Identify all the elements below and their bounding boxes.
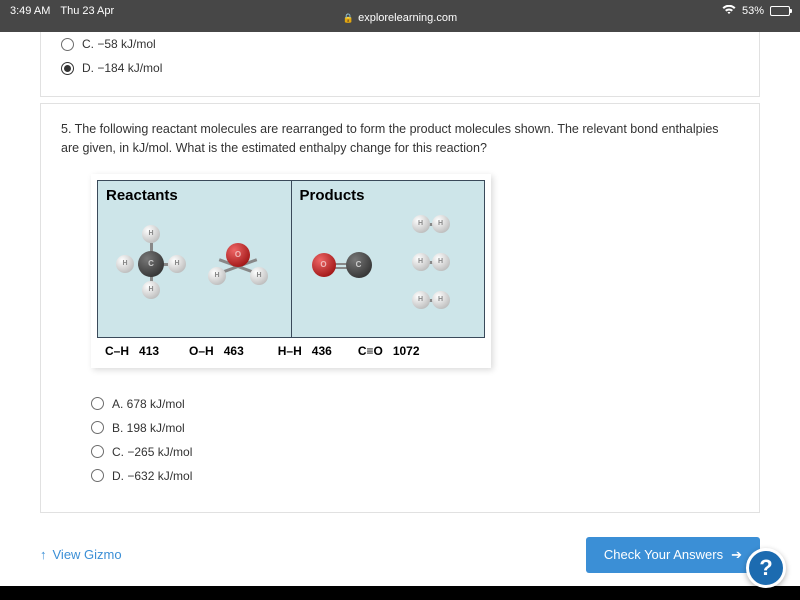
q5-choice-a[interactable]: A. 678 kJ/mol — [91, 392, 739, 416]
status-date: Thu 23 Apr — [60, 5, 114, 17]
radio-checked-icon — [61, 62, 74, 75]
choice-label: D. −632 kJ/mol — [112, 469, 192, 483]
radio-unchecked-icon — [91, 445, 104, 458]
choice-label: D. −184 kJ/mol — [82, 61, 162, 75]
check-answers-button[interactable]: Check Your Answers ➔ — [586, 537, 760, 573]
page-footer-strip — [0, 586, 800, 600]
q4-choice-c[interactable]: C. −58 kJ/mol — [61, 32, 739, 56]
arrow-up-icon: ↑ — [40, 547, 47, 562]
help-icon: ? — [759, 555, 772, 581]
bond-enthalpy-row: C–H 413 O–H 463 H–H 436 C≡O 1072 — [97, 338, 485, 362]
bond-hh-value: 436 — [312, 344, 332, 358]
bond-oh-label: O–H — [189, 344, 214, 358]
wifi-icon — [722, 5, 736, 18]
view-gizmo-label: View Gizmo — [53, 547, 122, 562]
arrow-right-icon: ➔ — [731, 547, 742, 563]
reactants-title: Reactants — [106, 187, 283, 204]
footer-row: ↑ View Gizmo Check Your Answers ➔ — [40, 519, 760, 573]
q5-choices: A. 678 kJ/mol B. 198 kJ/mol C. −265 kJ/m… — [61, 372, 739, 496]
url-bar[interactable]: 🔒 explorelearning.com — [343, 12, 457, 24]
bond-co-value: 1072 — [393, 344, 420, 358]
bond-ch-label: C–H — [105, 344, 129, 358]
bond-co-label: C≡O — [358, 344, 383, 358]
choice-label: B. 198 kJ/mol — [112, 421, 185, 435]
q5-choice-b[interactable]: B. 198 kJ/mol — [91, 416, 739, 440]
q5-choice-c[interactable]: C. −265 kJ/mol — [91, 440, 739, 464]
battery-icon — [770, 6, 790, 16]
status-time: 3:49 AM — [10, 5, 50, 17]
bond-oh-value: 463 — [224, 344, 244, 358]
radio-unchecked-icon — [61, 38, 74, 51]
bond-hh-label: H–H — [278, 344, 302, 358]
reaction-diagram: Reactants C H H H H O — [91, 174, 491, 368]
question-5-card: 5. The following reactant molecules are … — [40, 103, 760, 513]
help-button[interactable]: ? — [746, 548, 786, 588]
reactants-panel: Reactants C H H H H O — [98, 181, 292, 337]
view-gizmo-link[interactable]: ↑ View Gizmo — [40, 547, 122, 562]
radio-unchecked-icon — [91, 421, 104, 434]
radio-unchecked-icon — [91, 397, 104, 410]
bond-ch-value: 413 — [139, 344, 159, 358]
choice-label: C. −265 kJ/mol — [112, 445, 192, 459]
products-title: Products — [300, 187, 477, 204]
products-panel: Products O C H H H — [292, 181, 485, 337]
lock-icon: 🔒 — [343, 13, 354, 24]
choice-label: C. −58 kJ/mol — [82, 37, 156, 51]
q4-choice-d[interactable]: D. −184 kJ/mol — [61, 56, 739, 80]
question-prompt: 5. The following reactant molecules are … — [61, 104, 739, 170]
url-text: explorelearning.com — [358, 12, 457, 24]
battery-pct: 53% — [742, 5, 764, 17]
radio-unchecked-icon — [91, 469, 104, 482]
question-4-card: C. −58 kJ/mol D. −184 kJ/mol — [40, 32, 760, 97]
check-answers-label: Check Your Answers — [604, 547, 723, 562]
choice-label: A. 678 kJ/mol — [112, 397, 185, 411]
q5-choice-d[interactable]: D. −632 kJ/mol — [91, 464, 739, 488]
